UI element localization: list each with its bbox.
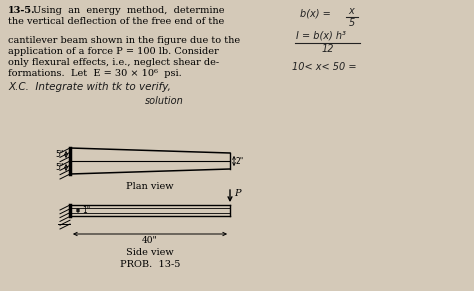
Text: 5": 5" [55, 150, 64, 159]
Text: solution: solution [145, 96, 184, 106]
Text: 12: 12 [322, 44, 335, 54]
Text: PROB.  13-5: PROB. 13-5 [120, 260, 180, 269]
Text: b(x) =: b(x) = [300, 8, 331, 18]
Text: Plan view: Plan view [126, 182, 174, 191]
Text: X.C.  Integrate with tk to verify,: X.C. Integrate with tk to verify, [8, 82, 171, 92]
Text: 13-5.: 13-5. [8, 6, 36, 15]
Text: 40": 40" [142, 236, 158, 245]
Text: 1": 1" [82, 206, 90, 215]
Text: x: x [348, 6, 354, 16]
Text: 5: 5 [349, 18, 355, 28]
Text: 10< x< 50 =: 10< x< 50 = [292, 62, 356, 72]
Text: 5": 5" [55, 163, 64, 172]
Text: the vertical deflection of the free end of the: the vertical deflection of the free end … [8, 17, 224, 26]
Text: Side view: Side view [126, 248, 174, 257]
Text: 2": 2" [236, 157, 244, 166]
Text: application of a force P = 100 lb. Consider: application of a force P = 100 lb. Consi… [8, 47, 219, 56]
Text: cantilever beam shown in the figure due to the: cantilever beam shown in the figure due … [8, 36, 240, 45]
Text: only flexural effects, i.e., neglect shear de-: only flexural effects, i.e., neglect she… [8, 58, 219, 67]
Text: Using  an  energy  method,  determine: Using an energy method, determine [33, 6, 225, 15]
Text: formations.  Let  E = 30 × 10⁶  psi.: formations. Let E = 30 × 10⁶ psi. [8, 69, 182, 78]
Text: I = b(x) h³: I = b(x) h³ [296, 30, 346, 40]
Text: P: P [234, 189, 240, 198]
